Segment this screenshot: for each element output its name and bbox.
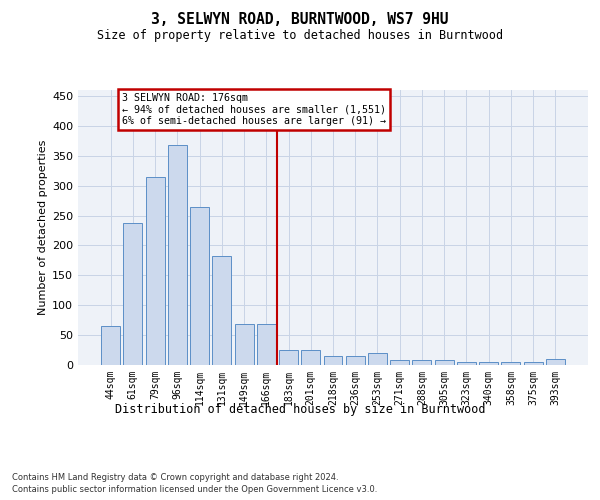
Bar xyxy=(457,362,476,365)
Bar xyxy=(146,176,164,365)
Text: Distribution of detached houses by size in Burntwood: Distribution of detached houses by size … xyxy=(115,402,485,415)
Bar xyxy=(502,362,520,365)
Text: Size of property relative to detached houses in Burntwood: Size of property relative to detached ho… xyxy=(97,29,503,42)
Bar xyxy=(301,350,320,365)
Bar xyxy=(168,145,187,365)
Bar xyxy=(323,356,343,365)
Bar xyxy=(524,362,542,365)
Bar xyxy=(190,206,209,365)
Bar xyxy=(390,360,409,365)
Text: Contains HM Land Registry data © Crown copyright and database right 2024.: Contains HM Land Registry data © Crown c… xyxy=(12,472,338,482)
Bar xyxy=(101,326,120,365)
Text: 3 SELWYN ROAD: 176sqm
← 94% of detached houses are smaller (1,551)
6% of semi-de: 3 SELWYN ROAD: 176sqm ← 94% of detached … xyxy=(122,93,386,126)
Y-axis label: Number of detached properties: Number of detached properties xyxy=(38,140,48,315)
Bar xyxy=(346,356,365,365)
Bar xyxy=(435,360,454,365)
Bar xyxy=(257,324,276,365)
Bar xyxy=(479,362,498,365)
Bar xyxy=(279,350,298,365)
Text: Contains public sector information licensed under the Open Government Licence v3: Contains public sector information licen… xyxy=(12,485,377,494)
Text: 3, SELWYN ROAD, BURNTWOOD, WS7 9HU: 3, SELWYN ROAD, BURNTWOOD, WS7 9HU xyxy=(151,12,449,28)
Bar xyxy=(546,359,565,365)
Bar xyxy=(412,360,431,365)
Bar xyxy=(235,324,254,365)
Bar xyxy=(368,353,387,365)
Bar xyxy=(212,256,231,365)
Bar xyxy=(124,224,142,365)
